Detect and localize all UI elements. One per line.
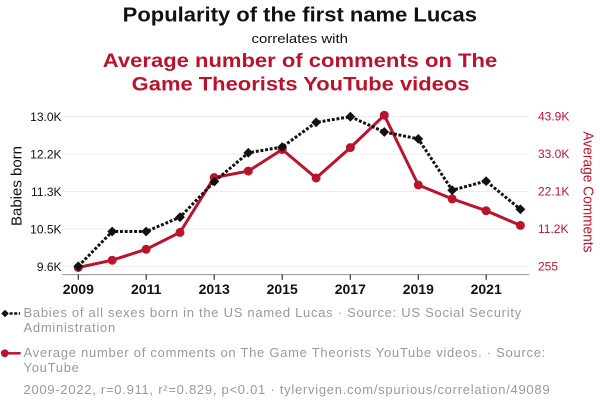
svg-text:11.2K: 11.2K xyxy=(538,222,568,236)
svg-text:11.3K: 11.3K xyxy=(31,185,61,199)
svg-text:12.2K: 12.2K xyxy=(30,147,61,161)
svg-text:Babies of all sexes born in th: Babies of all sexes born in the US named… xyxy=(24,305,522,320)
svg-text:10.5K: 10.5K xyxy=(30,222,61,236)
svg-text:Average number of comments on: Average number of comments on The xyxy=(103,51,497,72)
svg-text:2021: 2021 xyxy=(471,281,502,297)
svg-text:2015: 2015 xyxy=(267,281,298,297)
svg-text:2013: 2013 xyxy=(199,281,230,297)
svg-text:2011: 2011 xyxy=(131,281,162,297)
svg-text:2009-2022, r=0.911, r²=0.829,: 2009-2022, r=0.911, r²=0.829, p<0.01 · t… xyxy=(24,382,551,397)
svg-text:43.9K: 43.9K xyxy=(538,109,569,123)
svg-text:Game Theorists YouTube videos: Game Theorists YouTube videos xyxy=(132,75,470,96)
svg-text:Administration: Administration xyxy=(24,320,116,335)
svg-text:Babies born: Babies born xyxy=(9,146,26,226)
svg-text:YouTube: YouTube xyxy=(24,360,80,375)
svg-text:2009: 2009 xyxy=(63,281,94,297)
svg-text:correlates with: correlates with xyxy=(252,31,349,46)
svg-text:22.1K: 22.1K xyxy=(538,184,569,198)
svg-text:2017: 2017 xyxy=(335,281,366,297)
svg-text:Popularity of the first name L: Popularity of the first name Lucas xyxy=(123,5,477,27)
svg-text:255: 255 xyxy=(538,259,558,273)
svg-text:33.0K: 33.0K xyxy=(538,147,569,161)
svg-text:13.0K: 13.0K xyxy=(30,110,61,124)
svg-text:9.6K: 9.6K xyxy=(37,260,62,274)
svg-text:Average Comments: Average Comments xyxy=(580,132,597,253)
svg-text:Average number of comments on: Average number of comments on The Game T… xyxy=(24,345,547,360)
svg-text:2019: 2019 xyxy=(403,281,434,297)
